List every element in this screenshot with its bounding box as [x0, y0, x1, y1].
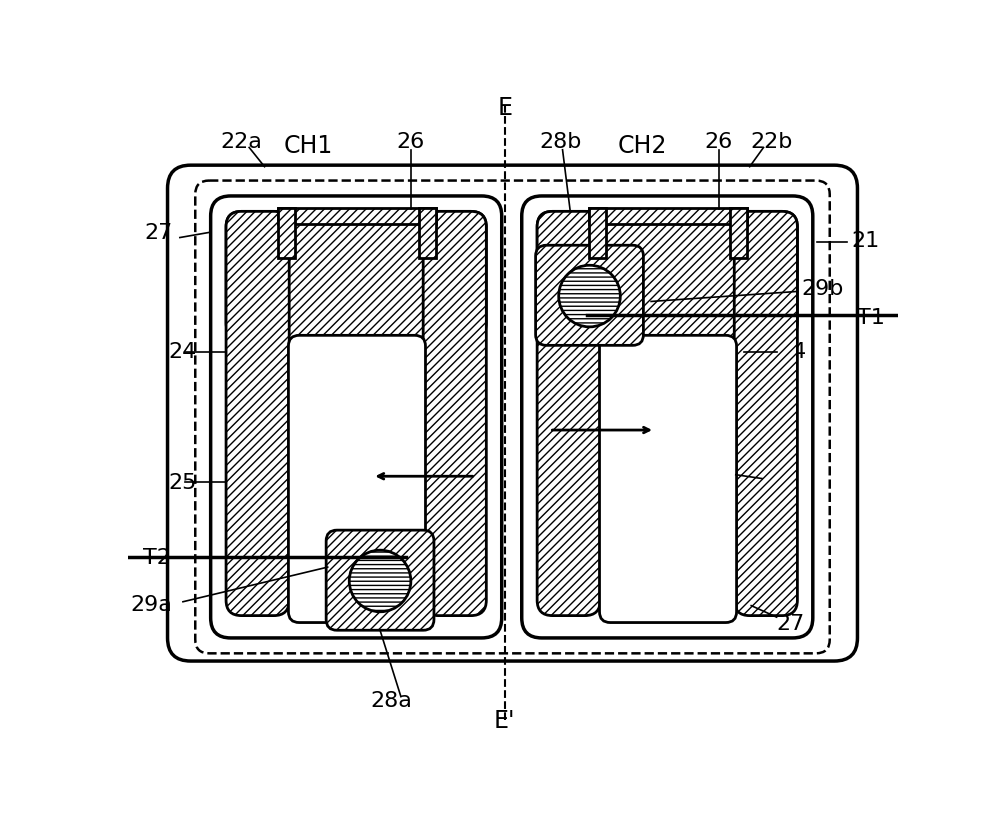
Bar: [419, 208, 436, 258]
Text: T1: T1: [857, 307, 884, 328]
Bar: [730, 208, 747, 258]
Text: 22b: 22b: [750, 132, 792, 152]
FancyBboxPatch shape: [600, 336, 737, 622]
FancyBboxPatch shape: [423, 212, 486, 616]
Text: E': E': [494, 708, 516, 731]
FancyBboxPatch shape: [288, 336, 425, 622]
Circle shape: [349, 550, 411, 612]
FancyBboxPatch shape: [226, 212, 486, 339]
Text: 29b: 29b: [801, 279, 844, 299]
FancyBboxPatch shape: [537, 212, 797, 339]
Text: 25: 25: [168, 473, 197, 493]
Text: CH2: CH2: [617, 134, 667, 158]
Text: 26: 26: [397, 132, 425, 152]
Text: 28b: 28b: [539, 132, 581, 152]
FancyBboxPatch shape: [326, 531, 434, 631]
FancyBboxPatch shape: [537, 212, 600, 616]
Text: 24: 24: [169, 342, 197, 362]
Bar: [278, 208, 436, 225]
Text: 24: 24: [778, 342, 806, 362]
Bar: [278, 208, 295, 258]
Text: 27: 27: [777, 613, 805, 633]
Text: 28a: 28a: [370, 690, 412, 710]
Text: 21: 21: [851, 231, 880, 251]
Circle shape: [559, 266, 620, 328]
FancyBboxPatch shape: [211, 197, 502, 638]
Text: 27: 27: [144, 223, 172, 243]
FancyBboxPatch shape: [536, 246, 643, 346]
Text: 26: 26: [705, 132, 733, 152]
Text: E: E: [497, 96, 512, 120]
FancyBboxPatch shape: [168, 166, 857, 661]
Text: 22a: 22a: [221, 132, 262, 152]
Text: 25: 25: [763, 469, 791, 489]
FancyBboxPatch shape: [522, 197, 813, 638]
FancyBboxPatch shape: [226, 212, 289, 616]
Text: 29a: 29a: [130, 595, 172, 614]
Text: CH1: CH1: [284, 134, 333, 158]
FancyBboxPatch shape: [734, 212, 797, 616]
Text: T2: T2: [143, 547, 171, 568]
Bar: [589, 208, 747, 225]
Bar: [589, 208, 606, 258]
